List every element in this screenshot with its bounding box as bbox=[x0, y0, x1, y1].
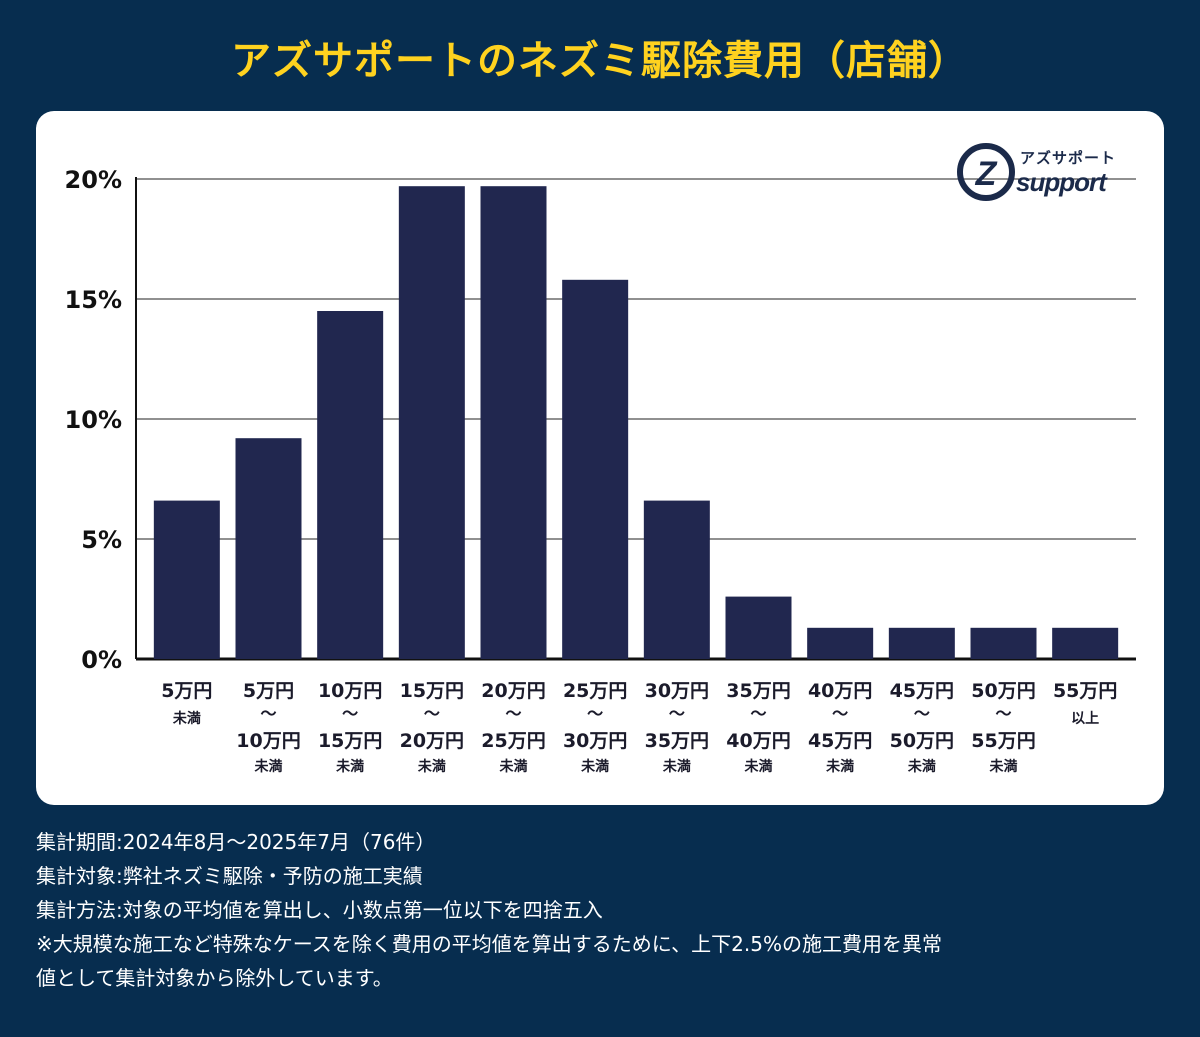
az-logo-icon: Z bbox=[957, 143, 1015, 201]
y-tick-label: 5% bbox=[81, 526, 122, 554]
bar bbox=[970, 627, 1037, 659]
bar bbox=[643, 500, 710, 659]
x-tick-suffix: 未満 bbox=[418, 758, 446, 775]
note-line: 集計方法:対象の平均値を算出し、小数点第一位以下を四捨五入 bbox=[36, 898, 603, 922]
x-tick-separator: 〜 bbox=[995, 704, 1011, 723]
y-tick-label: 15% bbox=[65, 286, 122, 314]
x-tick-suffix: 未満 bbox=[500, 758, 528, 775]
x-tick-suffix: 未満 bbox=[336, 758, 364, 775]
x-tick-label: 45万円 bbox=[890, 680, 954, 702]
x-tick-label-upper: 50万円 bbox=[890, 730, 954, 752]
bar bbox=[725, 596, 792, 659]
bar bbox=[807, 627, 874, 659]
x-tick-suffix: 未満 bbox=[581, 758, 609, 775]
x-tick-suffix: 未満 bbox=[663, 758, 691, 775]
x-tick-separator: 〜 bbox=[914, 704, 930, 723]
x-tick-label-upper: 35万円 bbox=[645, 730, 709, 752]
x-tick-label-upper: 40万円 bbox=[726, 730, 790, 752]
x-tick-label: 55万円 bbox=[1053, 680, 1117, 702]
x-tick-separator: 〜 bbox=[342, 704, 358, 723]
bar bbox=[235, 438, 302, 659]
x-tick-separator: 〜 bbox=[669, 704, 685, 723]
x-tick-label: 5万円 bbox=[243, 680, 294, 702]
x-tick-separator: 〜 bbox=[832, 704, 848, 723]
x-tick-suffix: 未満 bbox=[745, 758, 773, 775]
bar bbox=[153, 500, 220, 659]
x-tick-suffix: 未満 bbox=[173, 710, 201, 727]
x-tick-label: 35万円 bbox=[726, 680, 790, 702]
x-tick-label: 15万円 bbox=[400, 680, 464, 702]
x-tick-separator: 〜 bbox=[750, 704, 766, 723]
bar bbox=[888, 627, 955, 659]
bar bbox=[1052, 627, 1119, 659]
x-tick-label-upper: 25万円 bbox=[481, 730, 545, 752]
y-tick-label: 10% bbox=[65, 406, 122, 434]
x-tick-separator: 〜 bbox=[505, 704, 521, 723]
logo-text-bottom: support bbox=[1016, 167, 1107, 197]
x-tick-label: 25万円 bbox=[563, 680, 627, 702]
svg-text:Z: Z bbox=[975, 155, 998, 193]
bar bbox=[562, 279, 629, 659]
x-tick-label: 5万円 bbox=[161, 680, 212, 702]
x-tick-label-upper: 20万円 bbox=[400, 730, 464, 752]
bar bbox=[317, 311, 384, 659]
x-tick-label: 50万円 bbox=[971, 680, 1035, 702]
x-tick-suffix: 以上 bbox=[1071, 711, 1099, 727]
x-tick-label: 10万円 bbox=[318, 680, 382, 702]
x-tick-suffix: 未満 bbox=[908, 758, 936, 775]
x-tick-label-upper: 55万円 bbox=[971, 730, 1035, 752]
x-tick-separator: 〜 bbox=[424, 704, 440, 723]
bar bbox=[398, 186, 465, 659]
x-tick-label-upper: 10万円 bbox=[236, 730, 300, 752]
x-tick-label: 40万円 bbox=[808, 680, 872, 702]
x-tick-suffix: 未満 bbox=[990, 758, 1018, 775]
x-tick-suffix: 未満 bbox=[255, 758, 283, 775]
note-line: 集計対象:弊社ネズミ駆除・予防の施工実績 bbox=[36, 864, 423, 888]
note-line: 値として集計対象から除外しています。 bbox=[36, 966, 393, 990]
x-tick-label: 30万円 bbox=[645, 680, 709, 702]
x-tick-separator: 〜 bbox=[587, 704, 603, 723]
bar-chart: 0%5%10%15%20%5万円未満5万円〜10万円未満10万円〜15万円未満1… bbox=[65, 166, 1136, 775]
x-tick-label-upper: 30万円 bbox=[563, 730, 627, 752]
company-logo: Z アズサポート support bbox=[956, 137, 1136, 207]
note-line: 集計期間:2024年8月〜2025年7月（76件） bbox=[36, 830, 436, 854]
chart-card: 0% 5% 10% 15% 20% 5万円 未満 5万円〜 10万円 未満 10万円〜 15万円 未満 1… bbox=[36, 111, 1164, 805]
x-tick-label-upper: 45万円 bbox=[808, 730, 872, 752]
bar bbox=[480, 186, 547, 659]
note-line: ※大規模な施工など特殊なケースを除く費用の平均値を算出するために、上下2.5%の… bbox=[36, 932, 942, 956]
x-tick-separator: 〜 bbox=[260, 704, 276, 723]
y-tick-label: 20% bbox=[65, 166, 122, 194]
logo-text-top: アズサポート bbox=[1020, 149, 1117, 167]
y-tick-label: 0% bbox=[81, 646, 122, 674]
x-tick-label-upper: 15万円 bbox=[318, 730, 382, 752]
x-tick-label: 20万円 bbox=[481, 680, 545, 702]
x-tick-suffix: 未満 bbox=[826, 758, 854, 775]
page-title: アズサポートのネズミ駆除費用（店舗） bbox=[231, 38, 969, 84]
notes: 集計期間:2024年8月〜2025年7月（76件） 集計対象:弊社ネズミ駆除・予… bbox=[36, 825, 1176, 995]
